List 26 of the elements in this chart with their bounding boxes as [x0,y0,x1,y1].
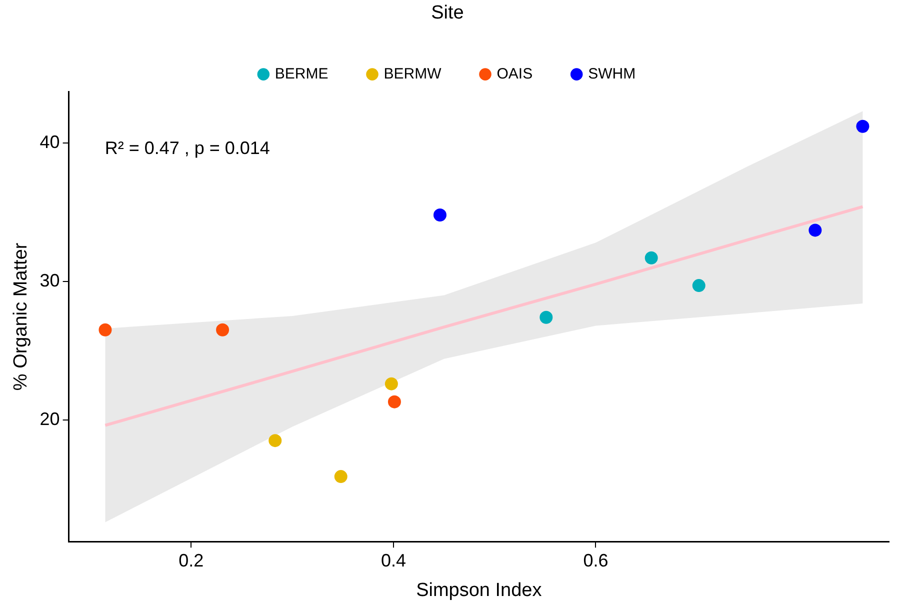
point [540,310,553,324]
legend-label: SWHM [588,65,636,82]
point [268,434,282,448]
y-axis-title: % Organic Matter [10,242,32,391]
point [433,208,446,222]
point [692,279,706,292]
annotation: R² = 0.47 , p = 0.014 [104,138,270,158]
x-axis-title: Simpson Index [416,580,542,601]
point [856,120,870,133]
x-tick-label: 0.4 [380,550,406,570]
point [216,323,230,336]
point [388,395,401,408]
y-tick-label: 40 [40,132,60,152]
legend-label: BERMW [384,65,442,82]
point [644,251,658,264]
legend-title: Site [431,2,464,24]
point [384,377,398,390]
point [98,323,112,336]
point [334,470,348,484]
legend-label: OAIS [496,65,533,82]
y-tick-label: 30 [40,270,60,290]
y-tick-label: 20 [40,408,60,429]
x-tick-label: 0.2 [178,550,204,570]
x-tick-label: 0.6 [583,550,608,570]
legend-label: BERME [274,65,328,82]
point [808,224,822,237]
